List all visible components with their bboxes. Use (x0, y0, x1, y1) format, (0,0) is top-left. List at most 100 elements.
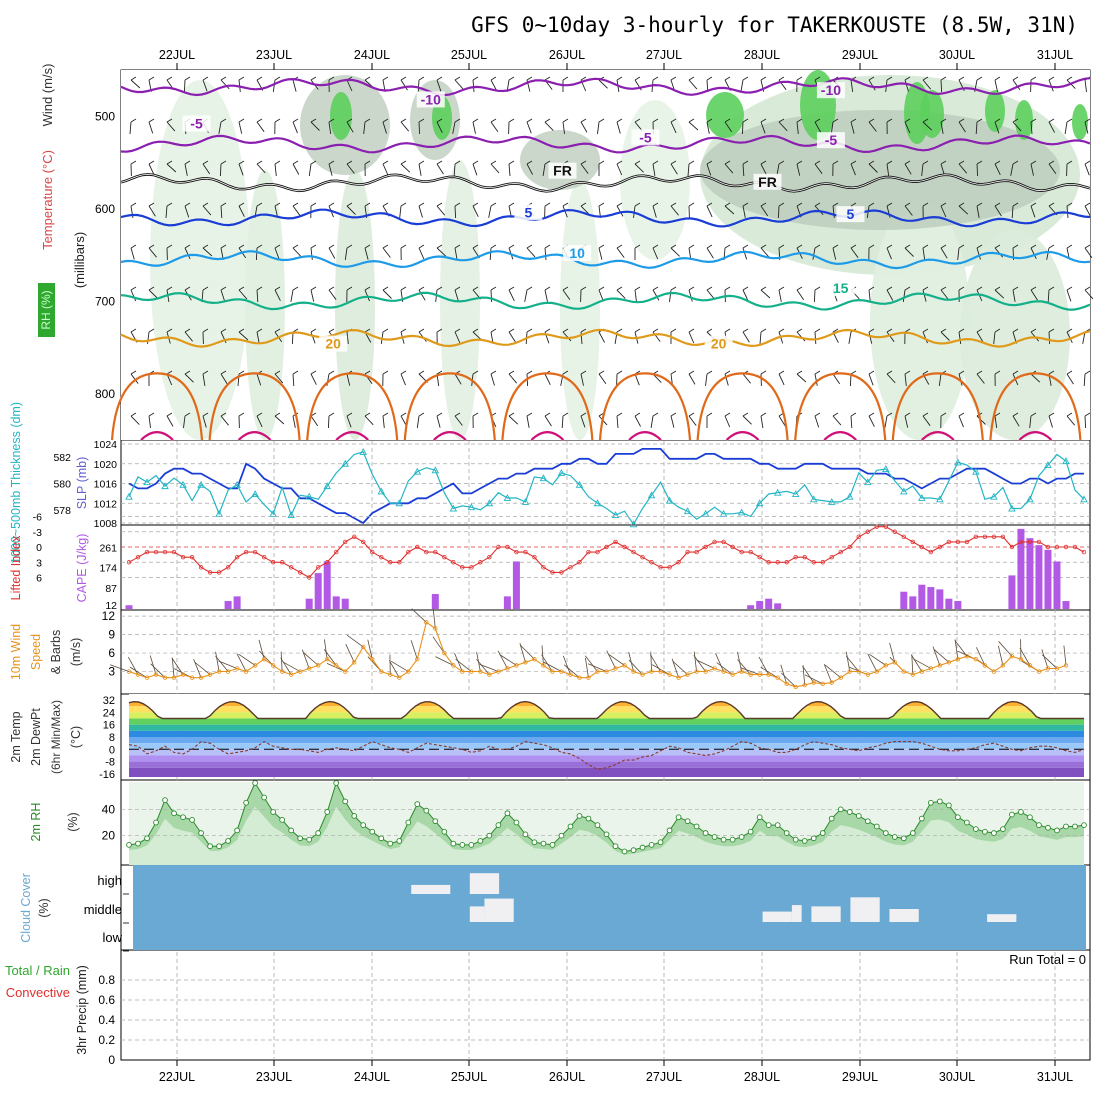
cloud-block-middle (484, 898, 514, 922)
rh-shade (245, 170, 285, 440)
rh-point (396, 838, 403, 844)
wind-barb (922, 79, 932, 90)
wind-barb-flag (778, 160, 785, 165)
thickness-point (827, 497, 836, 505)
wind-barb (598, 331, 605, 343)
wind-barb (724, 205, 735, 215)
wind-barb-flag (994, 370, 1001, 375)
wind-barb (292, 163, 300, 175)
precip-tick: 0.4 (98, 1013, 115, 1027)
lifted-point (919, 544, 925, 550)
lifted-point (829, 554, 834, 560)
wind-barb-flag (166, 370, 173, 375)
contour-label: 20 (711, 336, 727, 352)
wind-barb (562, 121, 565, 134)
wind-barb (166, 121, 176, 132)
cape-bar (125, 605, 133, 609)
rh-point (234, 827, 240, 834)
wind-barb-flag (688, 160, 695, 165)
wind-barb (724, 415, 731, 428)
y-axis-labels: RH (%) Temperature (°C) Wind (m/s) (milliba… (5, 64, 89, 1055)
wind-barb-flag (1012, 328, 1019, 333)
contour-lobe-30 (921, 431, 955, 441)
wind-barb-flag (562, 76, 569, 81)
lifted-point (415, 544, 420, 550)
wind-barb-flag (832, 118, 839, 123)
wind-barb (382, 415, 385, 428)
thickness-point (431, 466, 440, 474)
cape-bar (1008, 575, 1016, 609)
thickness-point (611, 511, 620, 519)
wind-barb-flag (310, 160, 317, 165)
wind-barb (472, 163, 478, 176)
wind-barb-flag (1066, 160, 1073, 165)
wind-barb-flag (490, 328, 497, 333)
lifted-point (144, 549, 150, 555)
wind-barb (490, 163, 500, 174)
wind-barb (652, 163, 656, 176)
wind-barb-flag (670, 118, 677, 123)
lifted-tick: -3 (33, 527, 42, 539)
wind-barb-flag (760, 370, 767, 375)
surface-barb (479, 664, 499, 672)
wind-barb-flag (940, 286, 947, 291)
lifted-point (568, 565, 573, 570)
wind-barb-flag (148, 118, 155, 123)
wind-barb (886, 289, 894, 301)
surface-barb (802, 665, 815, 683)
rh-point (369, 828, 376, 835)
wind-barb-flag (454, 202, 461, 207)
lifted-point (234, 554, 240, 560)
wind-barb (830, 121, 834, 134)
lifted-point (739, 549, 744, 555)
rh-point (873, 823, 880, 830)
wind-barb-flag (1030, 328, 1037, 333)
contour-lobe-30 (433, 431, 467, 441)
rh-point (522, 831, 529, 838)
wind-barb-flag (994, 412, 1001, 417)
wind-barb (364, 289, 370, 302)
wind-barb (202, 373, 206, 386)
wind-barb (310, 289, 315, 302)
wind-barb (813, 289, 816, 303)
wind-point (279, 669, 285, 674)
wind-barb (1082, 331, 1086, 344)
wind-barb (922, 415, 931, 426)
contour-lobe-25 (501, 372, 594, 441)
wind-barb (490, 289, 493, 303)
wind-barb-flag (472, 244, 479, 249)
rh-point (423, 807, 430, 814)
temp-band (129, 718, 1084, 725)
wind-barb-flag (508, 76, 515, 81)
wind-barb (562, 289, 571, 301)
wind-barb (598, 289, 604, 302)
wind-barb-flag (976, 118, 983, 123)
wind-barb (148, 247, 157, 258)
thickness-point (1080, 495, 1088, 503)
lifted-point (306, 575, 312, 580)
wind-barb (957, 247, 960, 260)
wind-barb-flag (688, 328, 695, 333)
wind-barb-flag (328, 202, 335, 207)
cape-axis-label: CAPE (J/kg) (75, 534, 89, 603)
wind-barb-flag (760, 160, 767, 165)
wind-barb-flag (994, 76, 1001, 81)
wind-barb (183, 79, 186, 93)
rh-point (360, 822, 367, 828)
date-label-bottom: 29JUL (842, 1070, 878, 1084)
wind-barb-flag (778, 202, 785, 207)
wind-barb (148, 205, 156, 217)
wind-barb-flag (994, 160, 1001, 165)
wind-point (910, 672, 916, 677)
slp-axis-label: SLP (mb) (75, 457, 89, 510)
wind-barb-flag (400, 118, 407, 123)
slp-tick: 1020 (94, 459, 118, 471)
wind-barb-flag (904, 118, 911, 123)
cape-bar (1017, 528, 1025, 609)
wind-barb (706, 289, 715, 300)
lifted-point (991, 534, 997, 540)
wind-barb-flag (1048, 202, 1055, 207)
wind-barb (292, 247, 302, 258)
wind-barb-flag (796, 370, 803, 375)
wind-barb-flag (274, 328, 281, 333)
